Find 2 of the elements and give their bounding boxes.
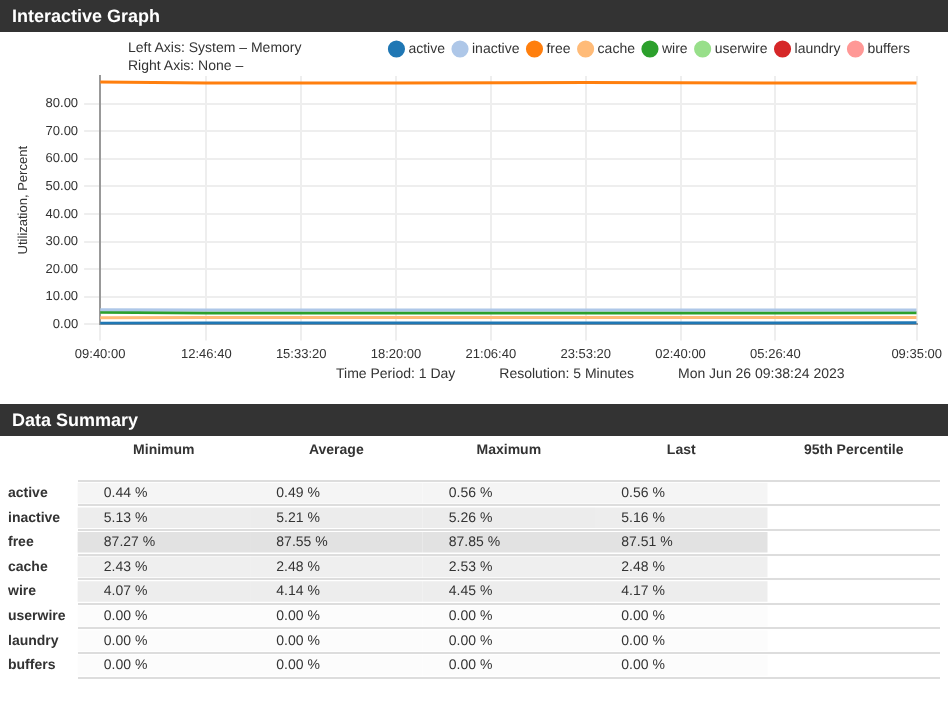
chart-title: Interactive Graph	[0, 0, 948, 32]
chart-title: Data Summary	[0, 404, 948, 436]
